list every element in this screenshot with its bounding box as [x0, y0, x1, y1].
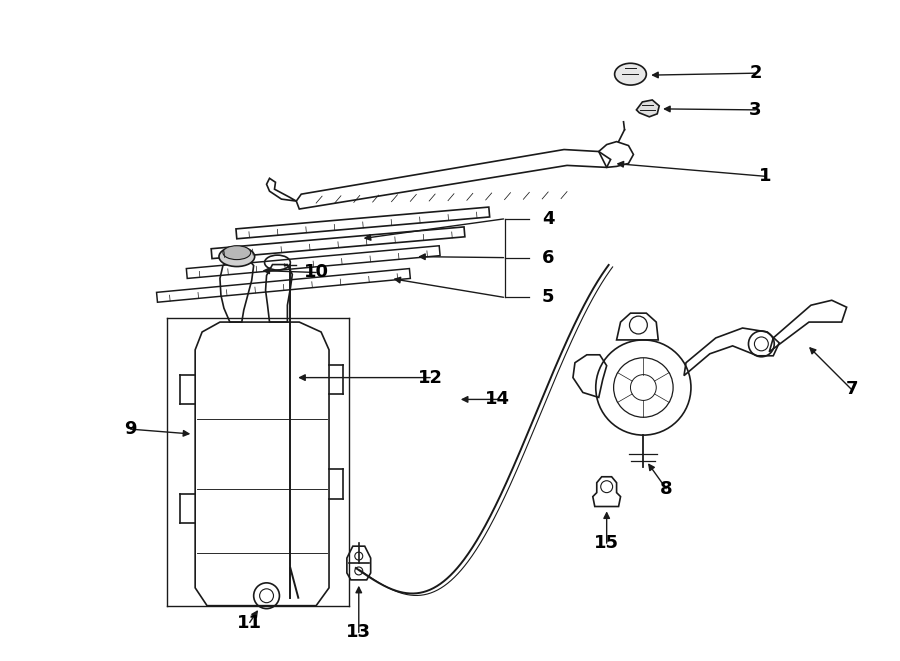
Text: 3: 3	[749, 101, 761, 119]
Text: 11: 11	[238, 613, 262, 631]
Text: 6: 6	[542, 249, 554, 266]
Text: 4: 4	[542, 210, 554, 228]
Text: 14: 14	[485, 391, 510, 408]
Text: 8: 8	[660, 480, 672, 498]
Text: 7: 7	[845, 381, 858, 399]
Text: 2: 2	[749, 64, 761, 82]
Ellipse shape	[615, 63, 646, 85]
Text: 5: 5	[542, 288, 554, 306]
Polygon shape	[636, 100, 659, 117]
Text: 12: 12	[418, 369, 443, 387]
Ellipse shape	[223, 246, 251, 260]
Text: 10: 10	[303, 264, 328, 282]
Text: 9: 9	[124, 420, 137, 438]
Text: 15: 15	[594, 534, 619, 552]
Text: 1: 1	[759, 167, 771, 185]
Text: 13: 13	[346, 623, 372, 641]
Ellipse shape	[219, 247, 255, 266]
